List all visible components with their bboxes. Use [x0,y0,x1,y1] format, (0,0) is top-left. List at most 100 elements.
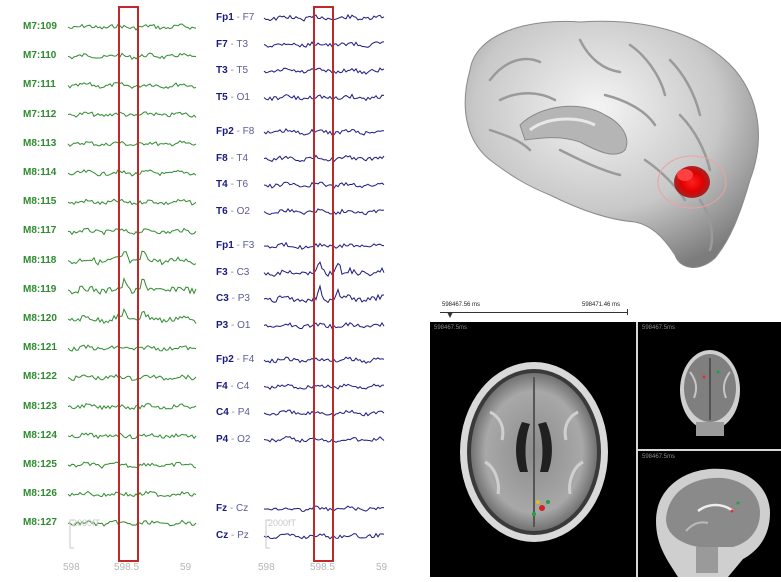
eeg-channel-label: Fz - Cz [216,503,249,514]
eeg-waveform [263,435,385,443]
meg-channel-label: M8:123 [23,400,57,412]
sagittal-slice-image [656,468,770,577]
meg-waveform [67,344,197,352]
eeg-scale-bracket [265,519,270,549]
mri-sagittal-view[interactable]: 598467.5ms [638,451,781,577]
meg-scale-label: 2000fT [72,518,101,528]
eeg-channel-label: T3 - T5 [216,65,249,76]
eeg-channel-label: T5 - O1 [216,91,250,103]
eeg-channel-label: F4 - C4 [216,380,250,392]
meg-waveform [67,140,197,147]
timeline-start-label: 598467.56 ms [442,302,481,308]
eeg-waveform [263,128,385,136]
eeg-panel: Fp1 - F7 F7 - T3 T3 - T5 T5 - O1 Fp2 - F8 F8 … [200,0,400,577]
meg-waveform [67,307,197,325]
meg-waveforms [67,6,197,562]
eeg-waveform [263,181,385,190]
eeg-channel-label: Fp2 - F8 [216,126,255,137]
eeg-waveform [263,241,385,250]
eeg-channel-label: P4 - O2 [216,433,251,445]
sagittal-time-label: 598467.5ms [642,454,676,460]
meg-x-tick-2: 598.5 [114,562,140,573]
meg-waveform [67,432,197,440]
meg-channel-label: M7:112 [23,108,57,120]
meg-channel-label: M8:127 [23,517,57,529]
meg-waveform [67,373,197,381]
meg-channel-label: M8:126 [23,488,57,500]
meg-waveform [67,81,197,89]
meg-channel-label: M7:109 [23,21,57,32]
meg-channel-label: M8:114 [23,167,57,178]
eeg-channel-label: F3 - C3 [216,266,250,278]
meg-x-tick-1: 598 [63,562,80,573]
eeg-channel-label: T6 - O2 [216,205,250,217]
meg-panel: M7:109 M7:110 M7:111 M7:112 M8:113 M8:114 M8:1… [0,0,200,577]
timeline-bar[interactable]: 598467.56 ms 598471.46 ms [430,296,781,322]
timeline-end-label: 598471.46 ms [582,302,621,308]
eeg-channel-label: F7 - T3 [216,38,249,50]
coronal-slice-image [680,350,740,436]
meg-waveform [67,23,197,31]
meg-channel-label: M8:113 [23,137,57,149]
eeg-waveform [263,41,385,48]
eeg-waveform [263,208,385,216]
meg-waveform [67,277,197,295]
eeg-x-tick-1: 598 [258,562,275,573]
eeg-waveform [263,284,385,304]
eeg-channel-label: Fp1 - F3 [216,240,255,251]
eeg-x-tick-2: 598.5 [310,562,336,573]
eeg-waveform [263,261,385,278]
meg-highlight-window [118,6,139,562]
meg-waveform [67,519,197,527]
eeg-channel-label: T4 - T6 [216,179,249,190]
meg-channel-label: M7:111 [23,79,56,91]
timeline-marker-icon[interactable] [447,312,453,318]
eeg-waveform [263,383,385,390]
eeg-channel-label: Fp2 - F4 [216,354,255,365]
eeg-waveform [263,67,385,75]
timeline-track[interactable] [440,312,628,313]
meg-channel-label: M8:120 [23,313,57,324]
meg-waveform [67,198,197,206]
eeg-x-tick-3: 59 [376,562,388,573]
axial-slice-image [460,362,608,542]
meg-waveform [67,52,197,61]
eeg-waveform [263,13,385,22]
eeg-scale-label: 2000fT [268,518,297,528]
meg-channel-label: M8:122 [23,371,57,383]
meg-waveform [67,402,197,411]
meg-channel-label: M8:115 [23,196,57,208]
eeg-channel-label: P3 - O1 [216,319,251,331]
coronal-time-label: 598467.5ms [642,325,676,331]
meg-x-tick-3: 59 [180,562,192,573]
eeg-waveform [263,532,385,540]
meg-waveform [67,250,197,266]
eeg-waveform [263,505,384,512]
eeg-waveform [263,409,385,417]
eeg-channel-label: Cz - Pz [216,530,249,541]
meg-channel-label: M8:124 [23,429,57,441]
axial-time-label: 598467.5ms [434,325,468,331]
meg-waveform [67,111,197,118]
meg-waveform [67,227,197,236]
meg-channel-label: M8:118 [23,254,57,266]
mri-axial-view[interactable]: 598467.5ms [430,322,636,577]
eeg-waveform [263,356,385,364]
eeg-channel-label: F8 - T4 [216,152,249,164]
mri-coronal-view[interactable]: 598467.5ms [638,322,781,449]
eeg-channel-label: Fp1 - F7 [216,12,255,23]
eeg-channel-label: C4 - P4 [216,407,250,418]
meg-channel-label: M8:117 [23,225,57,237]
meg-channel-label: M8:125 [23,459,57,470]
meg-waveform [67,461,197,469]
meg-channel-label: M7:110 [23,50,57,62]
eeg-channel-label: C3 - P3 [216,293,250,304]
eeg-highlight-window [313,6,334,562]
brain-3d-render [430,0,781,290]
eeg-waveform [263,93,385,102]
brain-surface-image [464,20,759,268]
meg-waveform [67,490,197,498]
meg-scale-bracket [69,519,74,549]
mri-viewer: 598467.5ms 598467.5ms [430,322,781,577]
eeg-waveforms [263,6,385,562]
